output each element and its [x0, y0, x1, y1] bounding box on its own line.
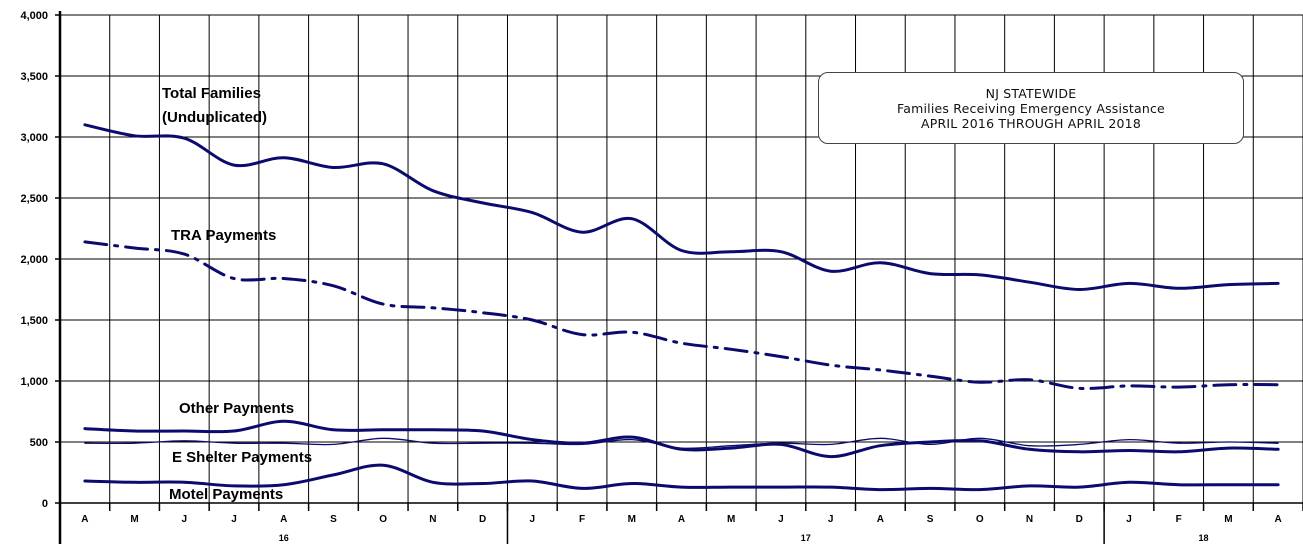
year-label: 18	[1199, 533, 1209, 543]
x-tick-label: N	[1026, 514, 1033, 525]
x-tick-label: M	[130, 514, 138, 525]
x-tick-label: J	[1126, 514, 1132, 525]
series-label: Total Families	[162, 85, 261, 102]
x-tick-label: D	[479, 514, 486, 525]
x-tick-label: A	[1275, 514, 1282, 525]
x-tick-label: D	[1076, 514, 1083, 525]
x-tick-label: M	[727, 514, 735, 525]
x-tick-label: J	[828, 514, 834, 525]
year-label: 17	[801, 533, 811, 543]
x-tick-label: A	[280, 514, 287, 525]
y-tick-label: 500	[30, 437, 48, 449]
x-tick-label: J	[182, 514, 188, 525]
x-tick-label: J	[231, 514, 237, 525]
x-tick-label: F	[579, 514, 585, 525]
series-label: Motel Payments	[169, 486, 283, 503]
series-line	[83, 240, 1280, 390]
y-tick-label: 1,500	[20, 315, 48, 327]
y-tick-label: 3,000	[20, 132, 48, 144]
chart-title-line-2: Families Receiving Emergency Assistance	[897, 100, 1165, 116]
y-tick-label: 4,000	[20, 10, 48, 22]
series-label: (Unduplicated)	[162, 109, 267, 126]
x-tick-label: A	[877, 514, 884, 525]
x-tick-label: O	[379, 514, 387, 525]
y-tick-label: 2,000	[20, 254, 48, 266]
chart-title-box: NJ STATEWIDE Families Receiving Emergenc…	[818, 72, 1244, 144]
x-tick-label: M	[628, 514, 636, 525]
series-line	[83, 123, 1280, 292]
x-tick-label: A	[678, 514, 685, 525]
chart-title-line-1: NJ STATEWIDE	[985, 85, 1077, 101]
x-tick-label: S	[330, 514, 337, 525]
x-tick-label: N	[429, 514, 436, 525]
year-label: 16	[279, 533, 289, 543]
x-tick-label: J	[530, 514, 536, 525]
series-line	[83, 463, 1280, 492]
x-tick-label: M	[1224, 514, 1232, 525]
series-line	[83, 419, 1280, 459]
y-tick-label: 2,500	[20, 193, 48, 205]
x-tick-label: J	[778, 514, 784, 525]
series-label: E Shelter Payments	[172, 449, 312, 466]
x-tick-label: A	[81, 514, 88, 525]
series-line	[84, 437, 1279, 449]
y-tick-label: 0	[42, 498, 48, 510]
series-label: TRA Payments	[171, 227, 276, 244]
chart-title-line-3: APRIL 2016 THROUGH APRIL 2018	[921, 115, 1141, 131]
x-tick-label: O	[976, 514, 984, 525]
x-tick-label: S	[927, 514, 934, 525]
x-tick-label: F	[1176, 514, 1182, 525]
y-tick-label: 3,500	[20, 71, 48, 83]
series-label: Other Payments	[179, 400, 294, 417]
y-tick-label: 1,000	[20, 376, 48, 388]
